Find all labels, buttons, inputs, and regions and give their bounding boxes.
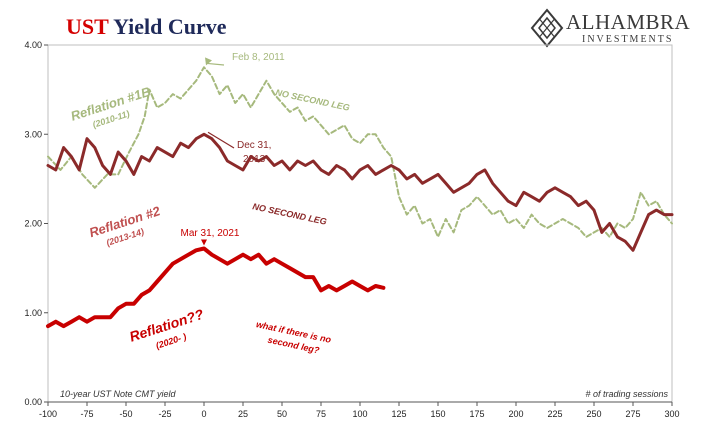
x-tick-label: 50 (277, 409, 287, 419)
x-tick-label: 200 (508, 409, 523, 419)
x-tick-label: -50 (119, 409, 132, 419)
x-tick-label: 250 (586, 409, 601, 419)
x-tick-label: 75 (316, 409, 326, 419)
y-tick-label: 1.00 (24, 308, 42, 318)
annotation-dec-31-year: 2013 (243, 154, 266, 165)
y-tick-label: 2.00 (24, 219, 42, 229)
series-line-current (46, 246, 386, 329)
annotation-arrow-dec-31 (207, 131, 235, 149)
alhambra-logo: ALHAMBRA INVESTMENTS (530, 8, 700, 52)
series-line-reflation-2 (46, 132, 674, 252)
series-line-reflation-1b (47, 66, 673, 238)
annotation-feb-8-2011: Feb 8, 2011 (232, 52, 285, 63)
x-tick-label: 100 (352, 409, 367, 419)
diamond-lattice-icon (530, 8, 564, 48)
x-axis-label: # of trading sessions (585, 389, 668, 399)
y-tick-label: 0.00 (24, 397, 42, 407)
title-yield-curve: Yield Curve (113, 14, 227, 39)
x-tick-label: 300 (664, 409, 679, 419)
annotation-dec-31: Dec 31, (237, 140, 271, 151)
title-ust: UST (66, 14, 109, 39)
x-tick-label: 225 (547, 409, 562, 419)
annotation-mar-31-2021: Mar 31, 2021 (181, 228, 240, 239)
page-title: UST Yield Curve (66, 14, 227, 40)
x-tick-label: 125 (391, 409, 406, 419)
x-tick-label: 0 (201, 409, 206, 419)
logo-sub: INVESTMENTS (582, 34, 674, 45)
annotation-arrowhead-feb-8 (205, 57, 212, 66)
x-tick-label: 25 (238, 409, 248, 419)
annotation-no-second-leg-1: NO SECOND LEG (275, 87, 351, 112)
x-tick-label: -75 (80, 409, 93, 419)
x-tick-label: 275 (625, 409, 640, 419)
annotation-no-second-leg-2: NO SECOND LEG (252, 201, 328, 226)
logo-name: ALHAMBRA (566, 10, 691, 34)
annotation-arrowhead-mar-31 (201, 239, 207, 246)
x-tick-label: -25 (158, 409, 171, 419)
y-axis-label: 10-year UST Note CMT yield (60, 389, 177, 399)
y-tick-label: 3.00 (24, 129, 42, 139)
x-tick-label: 175 (469, 409, 484, 419)
annotation-arrow-feb-8 (205, 62, 225, 66)
y-tick-label: 4.00 (24, 40, 42, 50)
x-tick-label: 150 (430, 409, 445, 419)
x-tick-label: -100 (39, 409, 57, 419)
